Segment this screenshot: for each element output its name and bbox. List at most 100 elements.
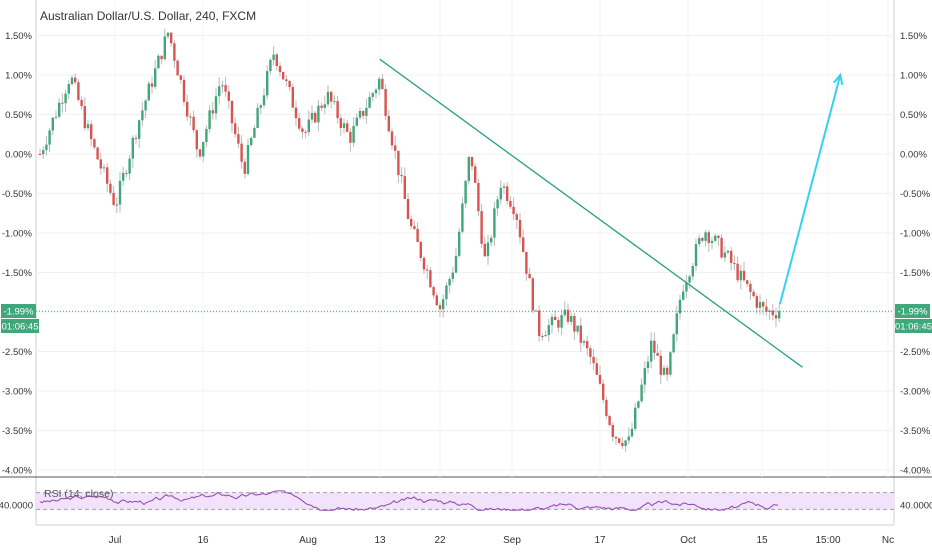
candle-down: [160, 55, 163, 60]
candle-up: [326, 91, 330, 105]
candle-up: [778, 311, 781, 319]
price-tick-label: 0.00%: [900, 150, 927, 161]
candle-up: [714, 235, 717, 241]
candle-up: [544, 335, 547, 337]
candle-down: [90, 124, 93, 140]
time-tick-label: 15:00: [815, 535, 840, 546]
candlestick-series[interactable]: [38, 28, 781, 452]
time-axis[interactable]: Jul 16 Aug 13 22 Sep 17 Oct 15 15:00 Nc: [109, 535, 895, 546]
candle-up: [624, 440, 627, 446]
candle-down: [314, 112, 317, 123]
candle-down: [592, 356, 595, 364]
candle-down: [755, 296, 758, 308]
candle-down: [237, 134, 240, 144]
candle-up: [454, 255, 458, 273]
rsi-pane[interactable]: [36, 490, 894, 511]
candle-down: [387, 115, 390, 132]
candle-down: [771, 310, 774, 316]
price-tick-label: -1.50%: [2, 268, 33, 279]
candle-up: [64, 93, 67, 104]
candle-up: [563, 309, 566, 316]
price-tick-label: -1.00%: [2, 229, 33, 240]
price-tick-label: -2.50%: [900, 347, 931, 358]
projection-arrow[interactable]: [778, 74, 842, 305]
price-axis-left[interactable]: 1.50% 1.00% 0.50% 0.00% -0.50% -1.00% -1.50% -2…: [0, 31, 33, 512]
candle-up: [704, 232, 707, 241]
candle-up: [758, 302, 762, 308]
candle-down: [429, 270, 432, 288]
candle-up: [458, 231, 461, 256]
time-tick-label: Oct: [680, 535, 696, 546]
candle-down: [749, 283, 752, 292]
grid: [36, 0, 894, 477]
candle-up: [259, 105, 262, 108]
candle-up: [58, 102, 61, 117]
candle-up: [678, 299, 682, 314]
candle-up: [122, 172, 125, 181]
candle-down: [730, 250, 733, 264]
candle-down: [733, 263, 736, 265]
candle-down: [227, 91, 230, 101]
candle-up: [467, 156, 470, 181]
current-price-badge-left[interactable]: -1.99% 01:06:45: [1, 304, 39, 333]
countdown-left: 01:06:45: [2, 322, 39, 333]
candle-down: [573, 315, 576, 332]
candle-down: [346, 123, 349, 132]
candle-up: [547, 325, 550, 336]
candle-down: [349, 131, 352, 143]
candle-up: [269, 59, 272, 72]
candle-down: [211, 110, 214, 114]
candle-down: [765, 306, 768, 312]
candle-up: [493, 208, 496, 238]
candle-up: [218, 86, 221, 97]
candle-up: [253, 127, 256, 138]
candle-up: [371, 93, 374, 97]
candle-down: [717, 235, 720, 238]
candle-down: [170, 32, 173, 44]
candle-down: [106, 167, 109, 184]
candle-down: [339, 118, 342, 128]
candle-up: [650, 340, 653, 362]
candle-down: [99, 159, 102, 169]
trendline[interactable]: [379, 58, 803, 368]
candle-down: [435, 295, 438, 306]
candle-down: [330, 91, 333, 102]
candle-down: [390, 131, 394, 146]
candle-up: [694, 244, 698, 267]
candle-down: [320, 105, 323, 108]
candle-down: [74, 77, 77, 83]
candle-down: [400, 174, 403, 177]
candle-down: [659, 355, 662, 375]
candle-up: [448, 278, 451, 286]
candle-up: [147, 83, 150, 101]
candle-down: [557, 320, 560, 328]
candle-down: [422, 257, 426, 270]
price-tick-label: -1.50%: [900, 268, 931, 279]
candle-up: [54, 116, 58, 118]
candle-down: [746, 280, 749, 284]
candle-up: [333, 101, 336, 103]
candle-down: [224, 85, 227, 92]
current-price-badge-right[interactable]: -1.99% 01:06:45: [895, 304, 932, 333]
candle-up: [246, 144, 250, 174]
candle-down: [198, 149, 202, 157]
candle-up: [496, 199, 499, 209]
rsi-label: RSI (14, close): [44, 488, 113, 500]
candle-down: [483, 243, 486, 257]
candle-down: [93, 139, 96, 148]
candle-up: [486, 242, 490, 257]
candle-up: [685, 282, 688, 292]
candle-up: [378, 78, 381, 90]
candle-up: [266, 71, 269, 96]
candle-up: [208, 110, 211, 130]
price-tick-label: -1.00%: [900, 229, 931, 240]
time-tick-label: 15: [756, 535, 768, 546]
candle-up: [272, 54, 275, 60]
price-tick-label: 1.00%: [900, 71, 927, 82]
candle-up: [662, 367, 666, 375]
candle-up: [138, 120, 141, 139]
drawings[interactable]: [36, 58, 894, 368]
